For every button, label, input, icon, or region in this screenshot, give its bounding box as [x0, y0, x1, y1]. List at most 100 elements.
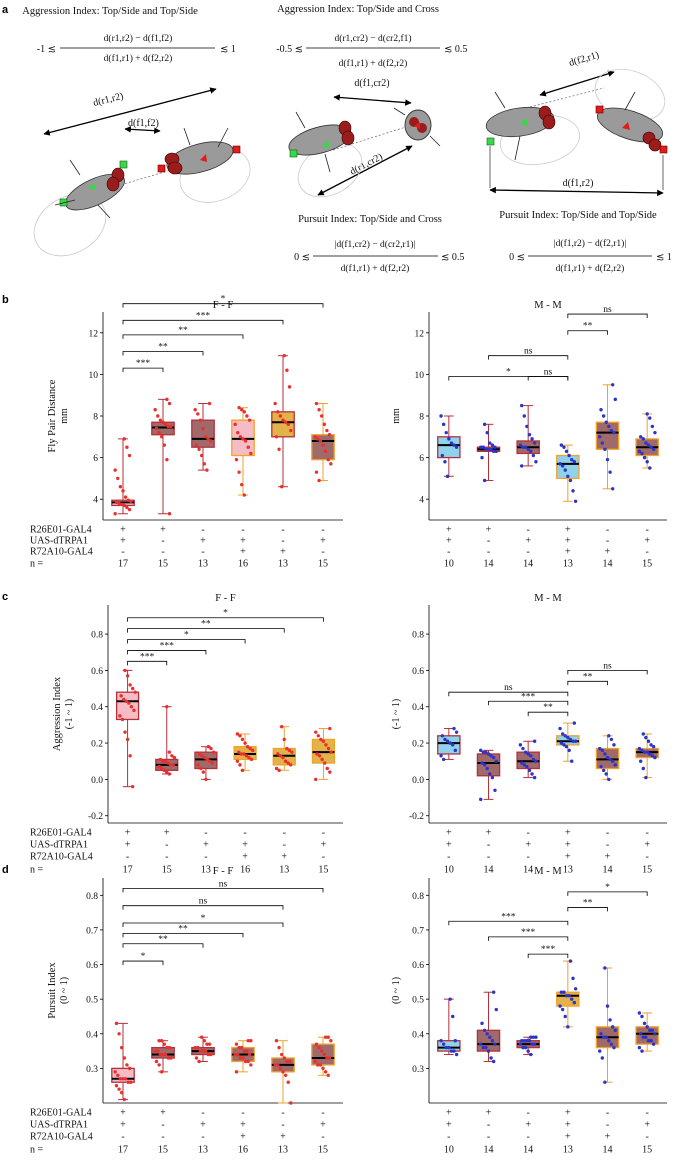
data-point [326, 746, 331, 751]
data-point [494, 1007, 498, 1012]
fly-2 [157, 127, 251, 203]
data-point [246, 1038, 250, 1043]
data-point [531, 1035, 536, 1039]
data-point [637, 1045, 642, 1050]
data-point [326, 457, 330, 462]
sample-size: 15 [642, 559, 652, 570]
data-point [278, 414, 283, 418]
data-point [288, 763, 293, 767]
data-point [247, 1052, 252, 1057]
data-point [278, 1066, 283, 1071]
data-point [491, 755, 496, 760]
data-point [242, 1049, 247, 1053]
panel-label-b: b [2, 294, 9, 306]
genotype-mark: - [487, 840, 490, 851]
data-point [200, 754, 204, 758]
genotype-mark: - [281, 1108, 284, 1119]
significance-bracket [127, 617, 324, 622]
data-point [570, 457, 574, 462]
genotype-mark: - [281, 525, 284, 536]
genotype-mark: + [565, 1108, 571, 1119]
data-point [169, 424, 173, 429]
data-point [171, 763, 175, 767]
sample-size: 14 [603, 1145, 613, 1156]
genotype-mark: - [126, 852, 129, 863]
sample-size: 13 [563, 1145, 573, 1156]
significance-label: * [184, 631, 189, 641]
data-point [235, 759, 240, 763]
data-point [610, 383, 615, 387]
data-point [451, 743, 455, 747]
data-point [249, 1038, 253, 1043]
genotype-mark: - [606, 525, 609, 536]
data-point [159, 1070, 164, 1074]
data-point [480, 761, 484, 765]
data-point [531, 453, 536, 458]
significance-label: ** [583, 672, 593, 682]
pursuit-index-tt-numerator: |d(f1,r2) − d(f2,r1)| [554, 238, 627, 249]
significance-bracket [448, 920, 569, 926]
data-point [454, 1052, 459, 1057]
data-point [167, 1045, 172, 1050]
data-point [640, 1049, 644, 1053]
data-point [534, 460, 538, 464]
data-point [161, 1052, 165, 1057]
data-point [648, 1028, 652, 1033]
data-point [196, 1045, 200, 1050]
data-point [116, 1073, 120, 1078]
data-point [646, 1038, 651, 1043]
data-point [523, 1045, 528, 1050]
aggression-index-tc-denominator: d(f1,r1) + d(f2,r2) [339, 58, 408, 69]
data-point [125, 674, 130, 678]
data-point [322, 422, 327, 427]
data-point [522, 763, 526, 767]
data-point [127, 1066, 132, 1071]
fly-6 [594, 68, 668, 154]
data-point [274, 766, 279, 771]
data-point [603, 966, 607, 970]
genotype-mark: + [120, 536, 126, 547]
significance-bracket [127, 650, 207, 655]
data-point [113, 512, 117, 516]
data-point [132, 708, 136, 713]
data-point [314, 730, 318, 734]
data-point [440, 734, 445, 738]
genotype-mark: - [165, 840, 168, 851]
fly-1 [33, 159, 128, 257]
data-point [117, 1032, 121, 1036]
pursuit-index-tc-denominator: d(f1,r1) + d(f2,r2) [341, 263, 410, 274]
data-point [157, 1038, 161, 1043]
data-point [124, 699, 129, 703]
data-point [564, 449, 569, 454]
data-point [560, 464, 565, 468]
data-point [282, 737, 286, 742]
genotype-label: R72A10-GAL4 [30, 547, 93, 558]
data-point [441, 422, 446, 427]
data-point [439, 1038, 443, 1043]
sample-size: 15 [318, 865, 328, 876]
data-point [532, 1042, 537, 1046]
data-point [162, 1042, 167, 1046]
data-point [522, 414, 526, 418]
panel-label-d: d [2, 864, 9, 876]
data-point [490, 1038, 495, 1043]
data-point [249, 451, 253, 456]
data-point [167, 750, 172, 754]
data-point [246, 445, 250, 449]
data-point [277, 768, 281, 773]
data-point [645, 460, 649, 464]
significance-label: ns [504, 683, 513, 693]
data-point [290, 750, 294, 754]
pursuit-index-tc-numerator: |d(f1,cr2) − d(cr2,r1)| [335, 239, 416, 250]
chart-title: M - M [534, 300, 562, 311]
data-point [209, 439, 213, 443]
y-tick-label: 0.0 [412, 776, 424, 786]
data-point [273, 1063, 277, 1067]
data-point [234, 457, 239, 462]
data-point [244, 754, 249, 758]
data-point [603, 447, 607, 451]
data-point [241, 437, 245, 441]
data-point [610, 487, 615, 491]
data-point [243, 741, 247, 745]
